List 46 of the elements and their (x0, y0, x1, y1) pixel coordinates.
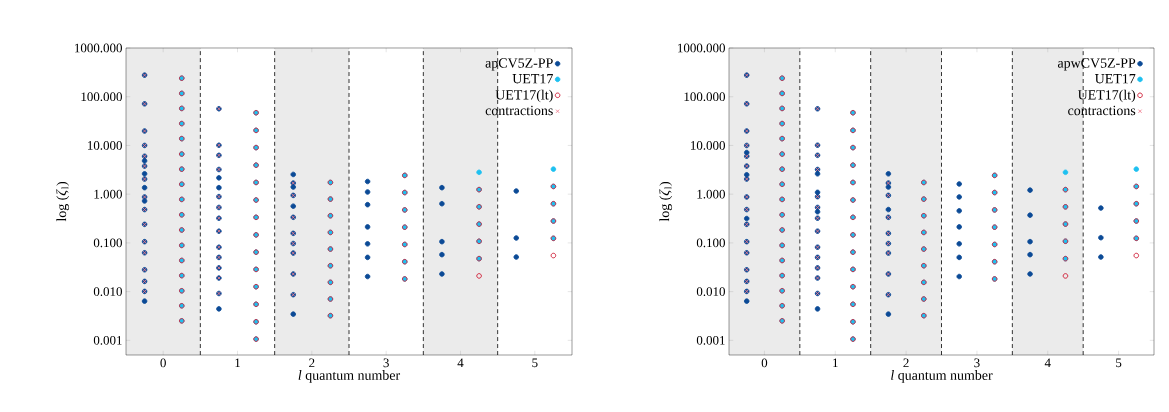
legend-label: UET17 (1094, 74, 1136, 84)
y-tick-label: 0.100 (696, 238, 725, 248)
y-tick-label: 0.010 (93, 287, 122, 297)
x-tick-label: 5 (1116, 358, 1122, 368)
y-tick-label: 0.010 (696, 287, 725, 297)
x-tick-label: 2 (309, 358, 315, 368)
legend-label: UET17 (512, 74, 553, 84)
y-tick-label: 0.001 (696, 335, 725, 345)
point (1133, 252, 1140, 259)
x-tick-label: 4 (457, 358, 464, 368)
legend-label: apwCV5Z-PP (1057, 58, 1136, 71)
x-tick-label: 0 (761, 358, 768, 368)
legend-label: UET17(lt) (495, 89, 553, 103)
x-tick-label: 1 (235, 358, 240, 368)
y-tick-label: 0.100 (93, 238, 122, 248)
y-tick-label: 10.000 (88, 141, 122, 150)
x-tick-label: 1 (833, 358, 838, 368)
y-tick-label: 100.000 (684, 92, 725, 102)
x-tick-label: 4 (1044, 358, 1051, 368)
legend-label: contractions (485, 105, 553, 116)
y-tick-label: 1.000 (697, 189, 725, 199)
y-axis-title: log (ζ$_{l}$) (659, 181, 673, 222)
legend-label: contractions (1068, 105, 1136, 116)
y-tick-label: 0.001 (93, 335, 122, 345)
point (476, 273, 482, 279)
point (1062, 169, 1069, 176)
y-tick-label: 1.000 (94, 189, 122, 199)
point (550, 166, 557, 172)
y-tick-label: 1000.000 (678, 43, 725, 53)
y-tick-label: 100.000 (81, 92, 122, 102)
x-axis-title: l quantum number (298, 370, 401, 383)
x-tick-label: 0 (160, 358, 166, 368)
x-tick-label: 5 (532, 358, 538, 368)
x-tick-label: 3 (383, 358, 389, 368)
legend-label: apCV5Z-PP (485, 58, 553, 71)
point (1133, 166, 1140, 172)
point (1062, 273, 1069, 279)
legend-label: UET17(lt) (1077, 89, 1136, 103)
y-axis-title: log (ζ$_{l}$) (56, 181, 70, 222)
y-tick-label: 1000.000 (75, 43, 122, 53)
point (550, 252, 557, 259)
x-axis-title: l quantum number (891, 370, 993, 383)
point (476, 169, 482, 176)
x-tick-label: 3 (974, 358, 980, 368)
x-tick-label: 2 (903, 358, 909, 368)
y-tick-label: 10.000 (691, 141, 725, 150)
